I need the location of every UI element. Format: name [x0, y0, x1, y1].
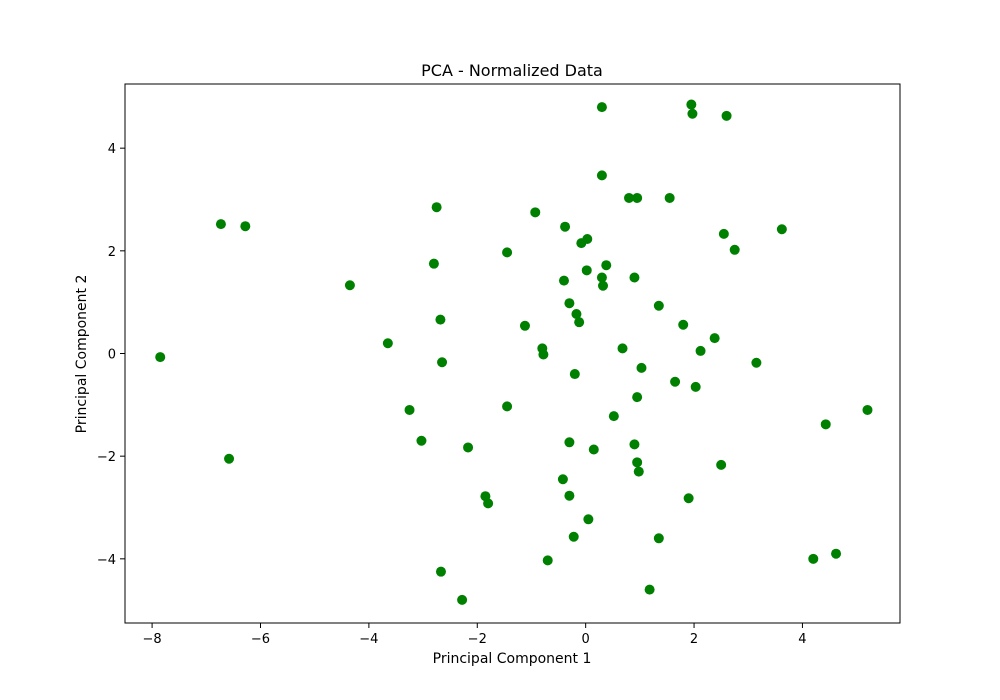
data-point: [588, 444, 599, 455]
data-point: [569, 369, 580, 380]
data-point: [404, 404, 415, 415]
data-point: [240, 221, 251, 232]
x-tick-label: −2: [468, 632, 487, 647]
data-point: [632, 392, 643, 403]
data-point: [596, 102, 607, 113]
data-point: [598, 280, 609, 291]
data-point: [653, 533, 664, 544]
data-point: [629, 272, 640, 283]
data-point: [596, 170, 607, 181]
data-point: [542, 555, 553, 566]
y-tick-label: −2: [97, 450, 116, 465]
data-point: [716, 459, 727, 470]
x-tick-label: −8: [143, 632, 162, 647]
data-point: [683, 493, 694, 504]
data-point: [457, 594, 468, 605]
y-tick-label: 4: [108, 142, 116, 157]
data-point: [437, 357, 448, 368]
data-point: [502, 401, 513, 412]
data-point: [601, 260, 612, 271]
data-point: [629, 439, 640, 450]
data-point: [687, 108, 698, 119]
plot-area: [124, 83, 901, 624]
data-point: [560, 221, 571, 232]
data-point: [608, 411, 619, 422]
data-point: [568, 531, 579, 542]
y-axis-label: Principal Component 2: [74, 275, 90, 434]
data-point: [862, 404, 873, 415]
data-point: [690, 381, 701, 392]
data-point: [831, 548, 842, 559]
data-point: [428, 258, 439, 269]
chart-title: PCA - Normalized Data: [421, 61, 603, 80]
y-tick-label: −4: [97, 553, 116, 568]
data-point: [483, 498, 494, 509]
data-point: [564, 437, 575, 448]
data-point: [382, 338, 393, 349]
data-point: [538, 349, 549, 360]
x-tick-label: −6: [251, 632, 270, 647]
data-point: [435, 314, 446, 325]
data-point: [721, 110, 732, 121]
data-point: [729, 244, 740, 255]
data-point: [596, 272, 607, 283]
data-points: [155, 99, 873, 605]
data-point: [686, 99, 697, 110]
data-point: [776, 224, 787, 235]
data-point: [576, 238, 587, 249]
data-point: [695, 345, 706, 356]
data-point: [564, 490, 575, 501]
data-point: [215, 219, 226, 230]
data-point: [519, 320, 530, 331]
data-point: [530, 207, 541, 218]
data-point: [633, 466, 644, 477]
x-tick-label: 0: [582, 632, 590, 647]
data-point: [709, 333, 720, 344]
y-axis: −4 −2 0 2 4: [97, 142, 125, 568]
data-point: [653, 300, 664, 311]
data-point: [624, 192, 635, 203]
data-point: [564, 298, 575, 309]
data-point: [502, 247, 513, 258]
data-point: [617, 343, 628, 354]
data-point: [670, 376, 681, 387]
data-point: [574, 317, 585, 328]
data-point: [583, 514, 594, 525]
data-point: [820, 419, 831, 430]
data-point: [636, 362, 647, 373]
data-point: [416, 435, 427, 446]
data-point: [678, 319, 689, 330]
data-point: [557, 474, 568, 485]
data-point: [632, 457, 643, 468]
x-tick-label: 2: [690, 632, 698, 647]
x-tick-label: −4: [359, 632, 378, 647]
data-point: [224, 453, 235, 464]
data-point: [155, 352, 166, 363]
data-point: [463, 442, 474, 453]
data-point: [571, 308, 582, 319]
y-tick-label: 0: [108, 348, 116, 363]
x-axis: −8 −6 −4 −2 0 2 4: [143, 623, 807, 647]
data-point: [435, 566, 446, 577]
data-point: [344, 280, 355, 291]
y-tick-label: 2: [108, 245, 116, 260]
x-tick-label: 4: [798, 632, 806, 647]
data-point: [431, 202, 442, 213]
data-point: [558, 275, 569, 286]
data-point: [581, 265, 592, 276]
data-point: [751, 357, 762, 368]
x-axis-label: Principal Component 1: [433, 651, 592, 667]
data-point: [632, 192, 643, 203]
data-point: [664, 192, 675, 203]
data-point: [644, 584, 655, 595]
data-point: [808, 553, 819, 564]
data-point: [718, 228, 729, 239]
